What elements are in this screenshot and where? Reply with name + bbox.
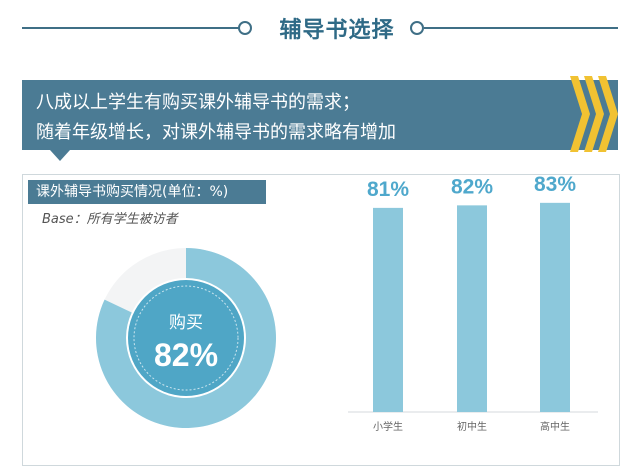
header-rule-left-end bbox=[238, 21, 252, 35]
banner-pointer bbox=[50, 150, 70, 161]
header-rule-right-end bbox=[410, 21, 424, 35]
bar-1 bbox=[457, 205, 487, 412]
bar-0 bbox=[373, 207, 403, 412]
bar-value-label-2: 83% bbox=[534, 173, 576, 196]
donut-slice-purchase bbox=[95, 248, 276, 429]
summary-banner: 八成以上学生有购买课外辅导书的需求； 随着年级增长，对课外辅导书的需求略有增加 bbox=[22, 80, 618, 150]
chevron-decoration-icon bbox=[570, 76, 618, 152]
donut-center bbox=[128, 280, 244, 396]
chart-base-note: Base：所有学生被访者 bbox=[42, 212, 178, 227]
bar-category-label-2: 高中生 bbox=[540, 420, 570, 433]
summary-line-1: 八成以上学生有购买课外辅导书的需求； bbox=[36, 92, 360, 113]
chart-title: 课外辅导书购买情况(单位：%) bbox=[28, 180, 266, 204]
donut-center-ring bbox=[133, 285, 239, 391]
page-title: 辅导书选择 bbox=[279, 18, 395, 43]
bar-category-label-0: 小学生 bbox=[373, 420, 403, 433]
header-rule-right bbox=[424, 27, 618, 29]
donut-center-value: 82% bbox=[154, 337, 218, 373]
donut-center-label: 购买 bbox=[169, 313, 203, 333]
bar-category-label-1: 初中生 bbox=[457, 420, 487, 433]
header-rule-left bbox=[22, 27, 240, 29]
bar-value-label-1: 82% bbox=[451, 175, 493, 198]
bar-2 bbox=[540, 202, 570, 412]
bar-value-label-0: 81% bbox=[367, 178, 409, 201]
summary-line-2: 随着年级增长，对课外辅导书的需求略有增加 bbox=[36, 122, 396, 143]
